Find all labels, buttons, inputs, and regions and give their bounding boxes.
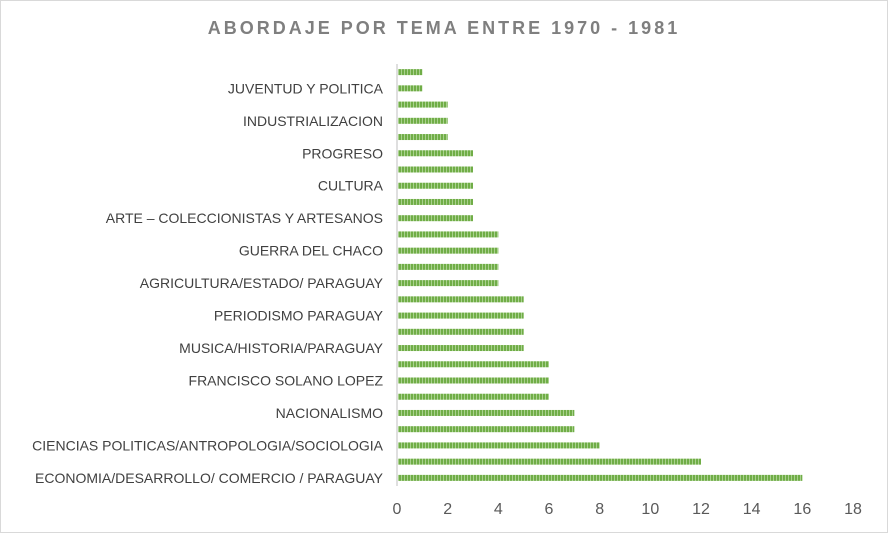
x-tick-label: 18 [844,501,862,518]
x-tick-label: 16 [793,501,811,518]
bar [398,247,499,254]
bar [398,377,549,384]
bar [398,409,575,416]
bar [398,345,524,352]
category-label: ARTE – COLECCIONISTAS Y ARTESANOS [106,210,383,226]
x-tick-label: 14 [743,501,761,518]
bar [398,312,524,319]
bar [398,231,499,238]
category-label: PERIODISMO PARAGUAY [214,308,384,324]
bar [398,117,448,124]
x-tick-label: 4 [494,501,503,518]
chart-title: ABORDAJE POR TEMA ENTRE 1970 - 1981 [208,18,680,38]
category-label: JUVENTUD Y POLITICA [228,80,384,96]
x-tick-label: 6 [545,501,554,518]
x-tick-label: 10 [641,501,659,518]
bar [398,150,473,157]
x-tick-label: 2 [443,501,452,518]
category-label: INDUSTRIALIZACION [243,113,383,129]
category-label: CULTURA [318,178,384,194]
bar [398,442,600,449]
bar [398,296,524,303]
bar [398,198,473,205]
bar [398,361,549,368]
x-tick-label: 0 [393,501,402,518]
bar [398,393,549,400]
x-tick-label: 12 [692,501,710,518]
bar [398,263,499,270]
bar [398,328,524,335]
bar [398,280,499,287]
category-label: CIENCIAS POLITICAS/ANTROPOLOGIA/SOCIOLOG… [32,437,384,453]
category-label: NACIONALISMO [276,405,383,421]
bar [398,134,448,141]
category-label: GUERRA DEL CHACO [239,243,383,259]
category-label: ECONOMIA/DESARROLLO/ COMERCIO / PARAGUAY [35,470,384,486]
bars-group [398,69,803,481]
bar [398,101,448,108]
category-label: MUSICA/HISTORIA/PARAGUAY [179,340,383,356]
category-label: PROGRESO [302,145,383,161]
bar [398,426,575,433]
bar [398,69,423,76]
bar [398,474,803,481]
bar [398,458,701,465]
category-label: AGRICULTURA/ESTADO/ PARAGUAY [140,275,384,291]
bar [398,182,473,189]
x-tick-labels: 0 2 4 6 8 10 12 14 16 18 [393,501,862,518]
category-labels: ECONOMIA/DESARROLLO/ COMERCIO / PARAGUAY… [32,80,384,486]
bar [398,215,473,222]
category-label: FRANCISCO SOLANO LOPEZ [189,373,384,389]
x-tick-label: 8 [595,501,604,518]
bar [398,166,473,173]
bar [398,85,423,92]
